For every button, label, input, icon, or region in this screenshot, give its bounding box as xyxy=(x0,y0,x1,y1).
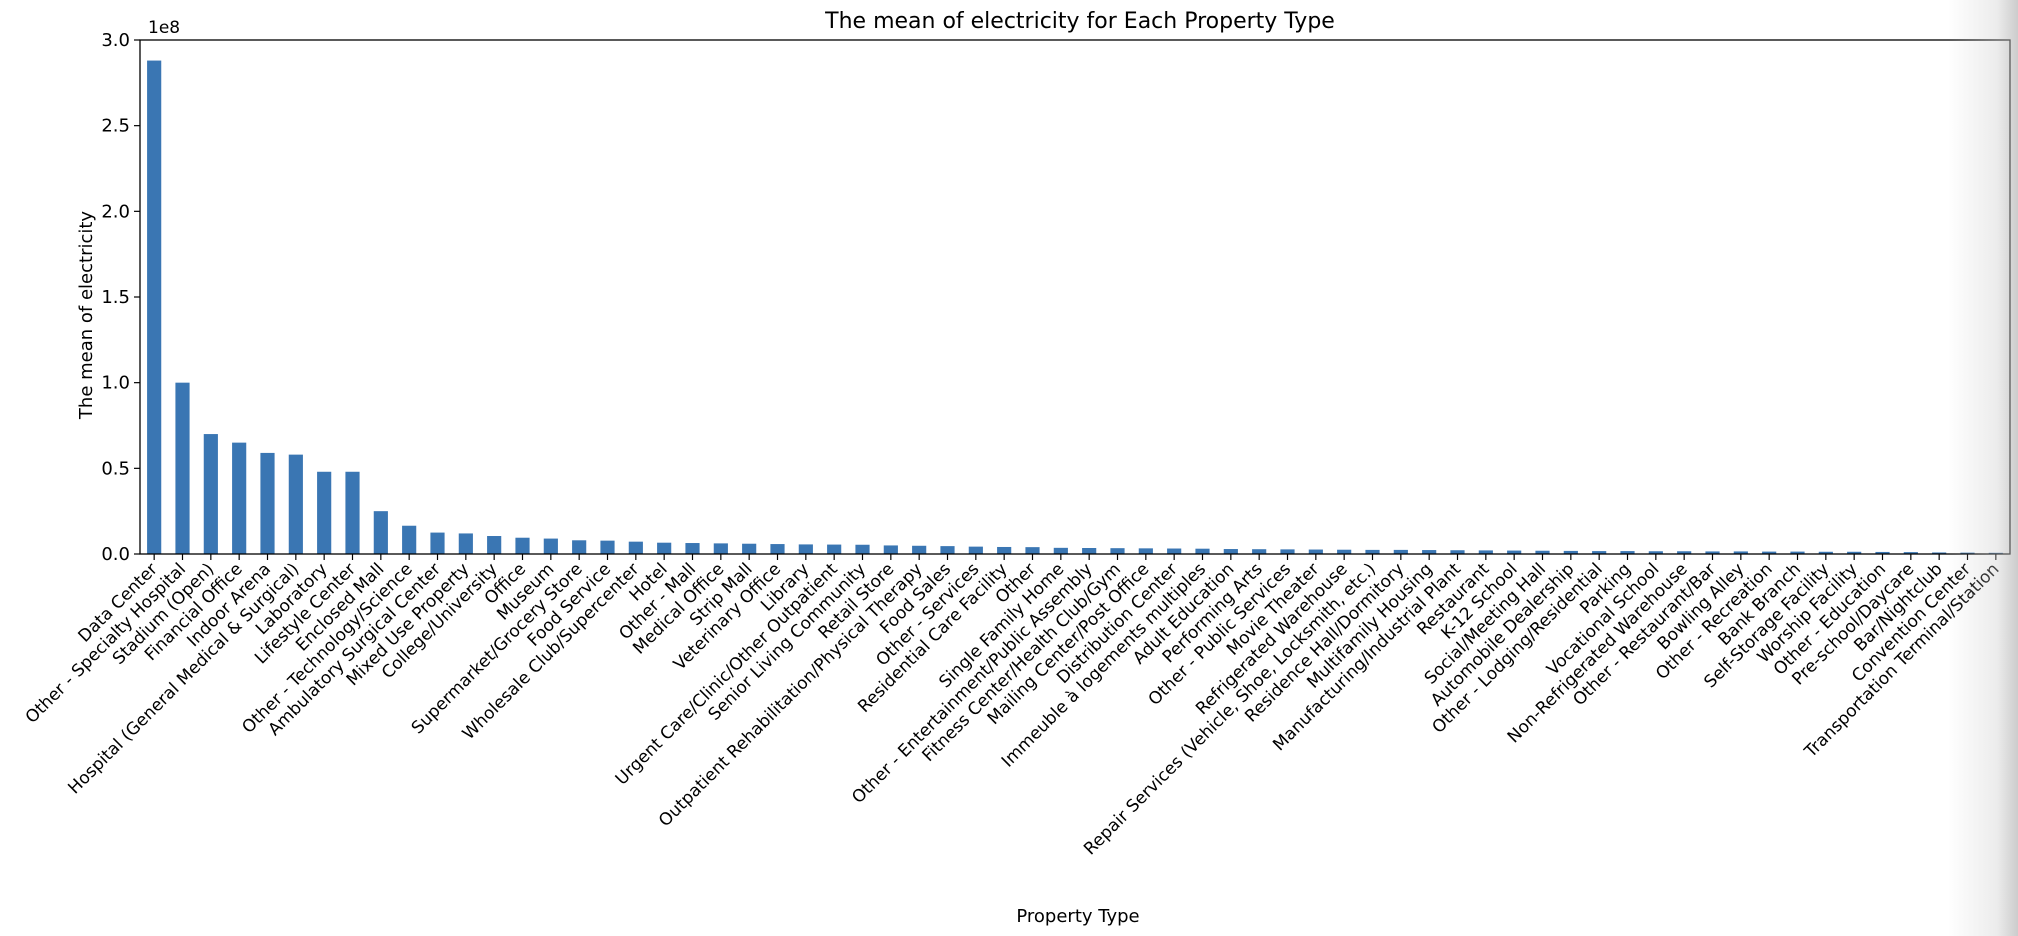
bar xyxy=(968,546,983,554)
bar xyxy=(1762,551,1777,554)
bar xyxy=(1450,550,1465,554)
bar xyxy=(1847,551,1862,554)
bar xyxy=(1053,547,1068,554)
bar xyxy=(742,543,757,554)
bar xyxy=(232,442,247,554)
bar xyxy=(1110,548,1125,554)
bar xyxy=(713,543,728,554)
bar xyxy=(1535,550,1550,554)
bar xyxy=(430,532,445,554)
bar xyxy=(487,536,502,554)
y-axis-ticks: 0.0 0.5 1.0 1.5 2.0 2.5 3.0 xyxy=(101,30,140,565)
bar xyxy=(1705,551,1720,554)
bar xyxy=(1875,551,1890,554)
bar xyxy=(798,544,813,554)
bar xyxy=(373,511,388,554)
bar xyxy=(912,545,927,554)
bar xyxy=(1563,550,1578,554)
bar xyxy=(345,471,360,554)
bar xyxy=(997,546,1012,554)
bar xyxy=(1648,551,1663,554)
y-tick-label: 1.0 xyxy=(101,373,130,394)
y-tick-label: 1.5 xyxy=(101,287,130,308)
x-axis-label: Property Type xyxy=(1016,906,1139,927)
bar xyxy=(1393,549,1408,554)
y-tick-label: 0.5 xyxy=(101,458,130,479)
bar xyxy=(1252,549,1267,554)
bar xyxy=(1138,548,1153,554)
bar xyxy=(1365,549,1380,554)
bar xyxy=(288,454,303,554)
y-axis-offset-text: 1e8 xyxy=(148,18,180,38)
bar xyxy=(1818,551,1833,554)
bar xyxy=(1195,548,1210,554)
bar xyxy=(147,60,162,555)
bar xyxy=(1223,549,1238,554)
bar xyxy=(657,542,672,554)
bar xyxy=(515,537,530,554)
bar xyxy=(1903,552,1918,554)
bar xyxy=(1592,551,1607,554)
bar xyxy=(600,540,615,554)
chart-title: The mean of electricity for Each Propert… xyxy=(824,9,1335,34)
bar xyxy=(458,533,473,554)
bar xyxy=(1422,550,1437,554)
bar xyxy=(1167,548,1182,554)
bar xyxy=(572,540,587,554)
bar xyxy=(1337,549,1352,554)
bar xyxy=(1082,548,1097,554)
bar xyxy=(1790,551,1805,554)
bar xyxy=(1478,550,1493,554)
y-tick-label: 2.5 xyxy=(101,116,130,137)
y-tick-label: 2.0 xyxy=(101,201,130,222)
bar xyxy=(317,471,332,554)
bar xyxy=(1932,552,1947,554)
bar xyxy=(1677,551,1692,554)
bar xyxy=(1308,549,1323,554)
bar xyxy=(402,525,417,554)
bar xyxy=(1733,551,1748,554)
bar xyxy=(1280,549,1295,554)
bar xyxy=(855,544,870,554)
bar xyxy=(260,452,275,554)
bar xyxy=(1025,547,1040,554)
bar xyxy=(628,541,643,554)
bar xyxy=(175,382,190,554)
bar xyxy=(827,544,842,554)
y-tick-label: 3.0 xyxy=(101,30,130,51)
y-tick-label: 0.0 xyxy=(101,544,130,565)
bar xyxy=(1507,550,1522,554)
bar xyxy=(685,543,700,554)
bar xyxy=(883,545,898,554)
bar xyxy=(203,434,218,554)
bar xyxy=(940,546,955,554)
plot-frame xyxy=(139,39,2011,555)
bar xyxy=(1620,551,1635,554)
bar xyxy=(543,538,558,554)
y-axis-label: The mean of electricity xyxy=(76,211,97,420)
bar xyxy=(770,544,785,554)
bars xyxy=(147,60,2003,555)
